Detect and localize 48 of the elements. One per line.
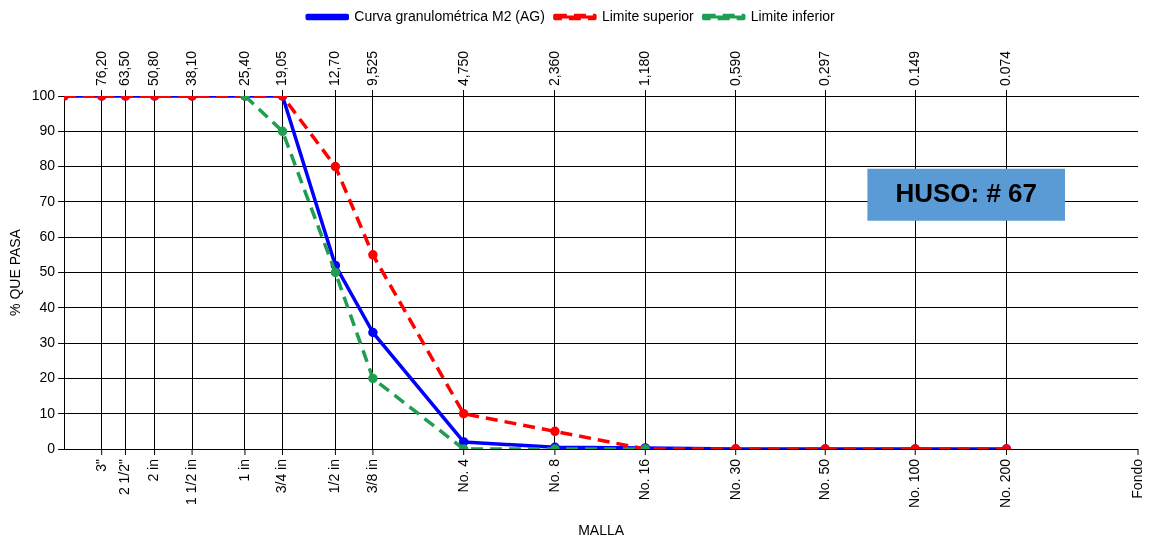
text: 3/4 in (273, 459, 290, 494)
y-tick-label: 50 (39, 263, 56, 280)
y-tick-label: 90 (39, 122, 56, 139)
text: 1 1/2 in (182, 459, 199, 505)
text: No. 50 (816, 458, 833, 501)
text: 2 1/2" (116, 458, 133, 496)
x-tick-label: 1,180 (636, 50, 653, 86)
x-tick-label: 19,05 (273, 50, 290, 86)
y-tick-label: 30 (39, 333, 56, 350)
x-tick-label: 50,80 (145, 50, 162, 86)
x-tick-label: 76,20 (92, 50, 109, 86)
x-tick-label: 38,10 (182, 50, 199, 86)
x-tick-label: 63,50 (116, 50, 133, 86)
y-tick-label: 80 (39, 157, 56, 174)
y-tick-label: 10 (39, 404, 56, 421)
y-tick-label: 100 (31, 86, 56, 103)
x-tick-label: 9,525 (363, 50, 380, 86)
text: 2 in (145, 459, 162, 482)
y-tick-label: 0 (47, 439, 56, 456)
text: No. 30 (726, 458, 743, 501)
text: 1 in (235, 459, 252, 482)
text: 1/2 in (326, 459, 343, 494)
legend-label: Limite inferior (750, 7, 836, 24)
x-axis-title: MALLA (578, 521, 625, 538)
x-tick-label: 0,590 (726, 50, 743, 86)
x-tick-label: 12,70 (326, 50, 343, 86)
annotation: HUSO: # 67 (895, 178, 1037, 209)
legend-label: Limite superior (601, 7, 695, 24)
y-axis-title: % QUE PASA (7, 228, 24, 316)
y-tick-label: 70 (39, 192, 56, 209)
text: No. 8 (545, 458, 562, 493)
x-tick-label: 0.149 (906, 50, 923, 86)
x-tick-label: 0,297 (816, 50, 833, 86)
y-tick-label: 40 (39, 298, 56, 315)
x-tick-label: 25,40 (235, 50, 252, 86)
text: 3/8 in (363, 459, 380, 494)
text: Fondo (1128, 458, 1145, 499)
x-tick-label: 4,750 (454, 50, 471, 86)
text: No. 4 (454, 458, 471, 493)
text: No. 200 (997, 458, 1014, 509)
y-tick-label: 60 (39, 228, 56, 245)
x-tick-label: 2,360 (545, 50, 562, 86)
text: 3" (92, 458, 109, 472)
text: No. 16 (636, 458, 653, 501)
legend-label: Curva granulométrica M2 (AG) (354, 7, 545, 24)
x-tick-label: 0.074 (997, 50, 1014, 86)
text: No. 100 (906, 458, 923, 509)
y-tick-label: 20 (39, 369, 56, 386)
